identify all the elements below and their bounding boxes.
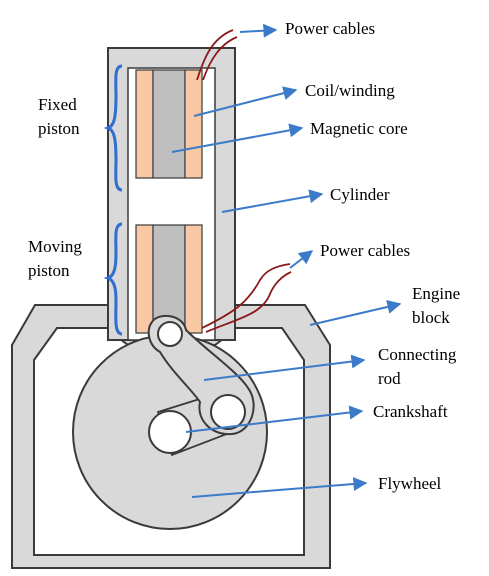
fixed-piston: [135, 69, 203, 179]
label-moving-piston-1: Moving: [28, 237, 82, 256]
brace-icon: [103, 222, 123, 336]
label-connecting-rod-1: Connecting: [378, 345, 457, 364]
label-engine-block-2: block: [412, 308, 450, 327]
label-engine-block-1: Engine: [412, 284, 460, 303]
cable-icon: [201, 263, 292, 333]
brace-icon: [103, 64, 123, 192]
label-fixed-piston-2: piston: [38, 119, 80, 138]
label-magnetic-core: Magnetic core: [310, 119, 408, 138]
label-connecting-rod-2: rod: [378, 369, 401, 388]
label-crankshaft: Crankshaft: [373, 402, 448, 421]
label-flywheel: Flywheel: [378, 474, 442, 493]
moving-piston: [135, 224, 203, 334]
label-coil-winding: Coil/winding: [305, 81, 395, 100]
arrow-icon: [171, 23, 402, 498]
crankshaft: [148, 410, 192, 454]
crank-pin: [210, 394, 246, 430]
label-fixed-piston-1: Fixed: [38, 95, 77, 114]
label-power-cables-top: Power cables: [285, 19, 375, 38]
label-moving-piston-2: piston: [28, 261, 70, 280]
wrist-pin: [157, 321, 183, 347]
cable-icon: [196, 29, 238, 81]
label-power-cables-mid: Power cables: [320, 241, 410, 260]
label-cylinder: Cylinder: [330, 185, 390, 204]
